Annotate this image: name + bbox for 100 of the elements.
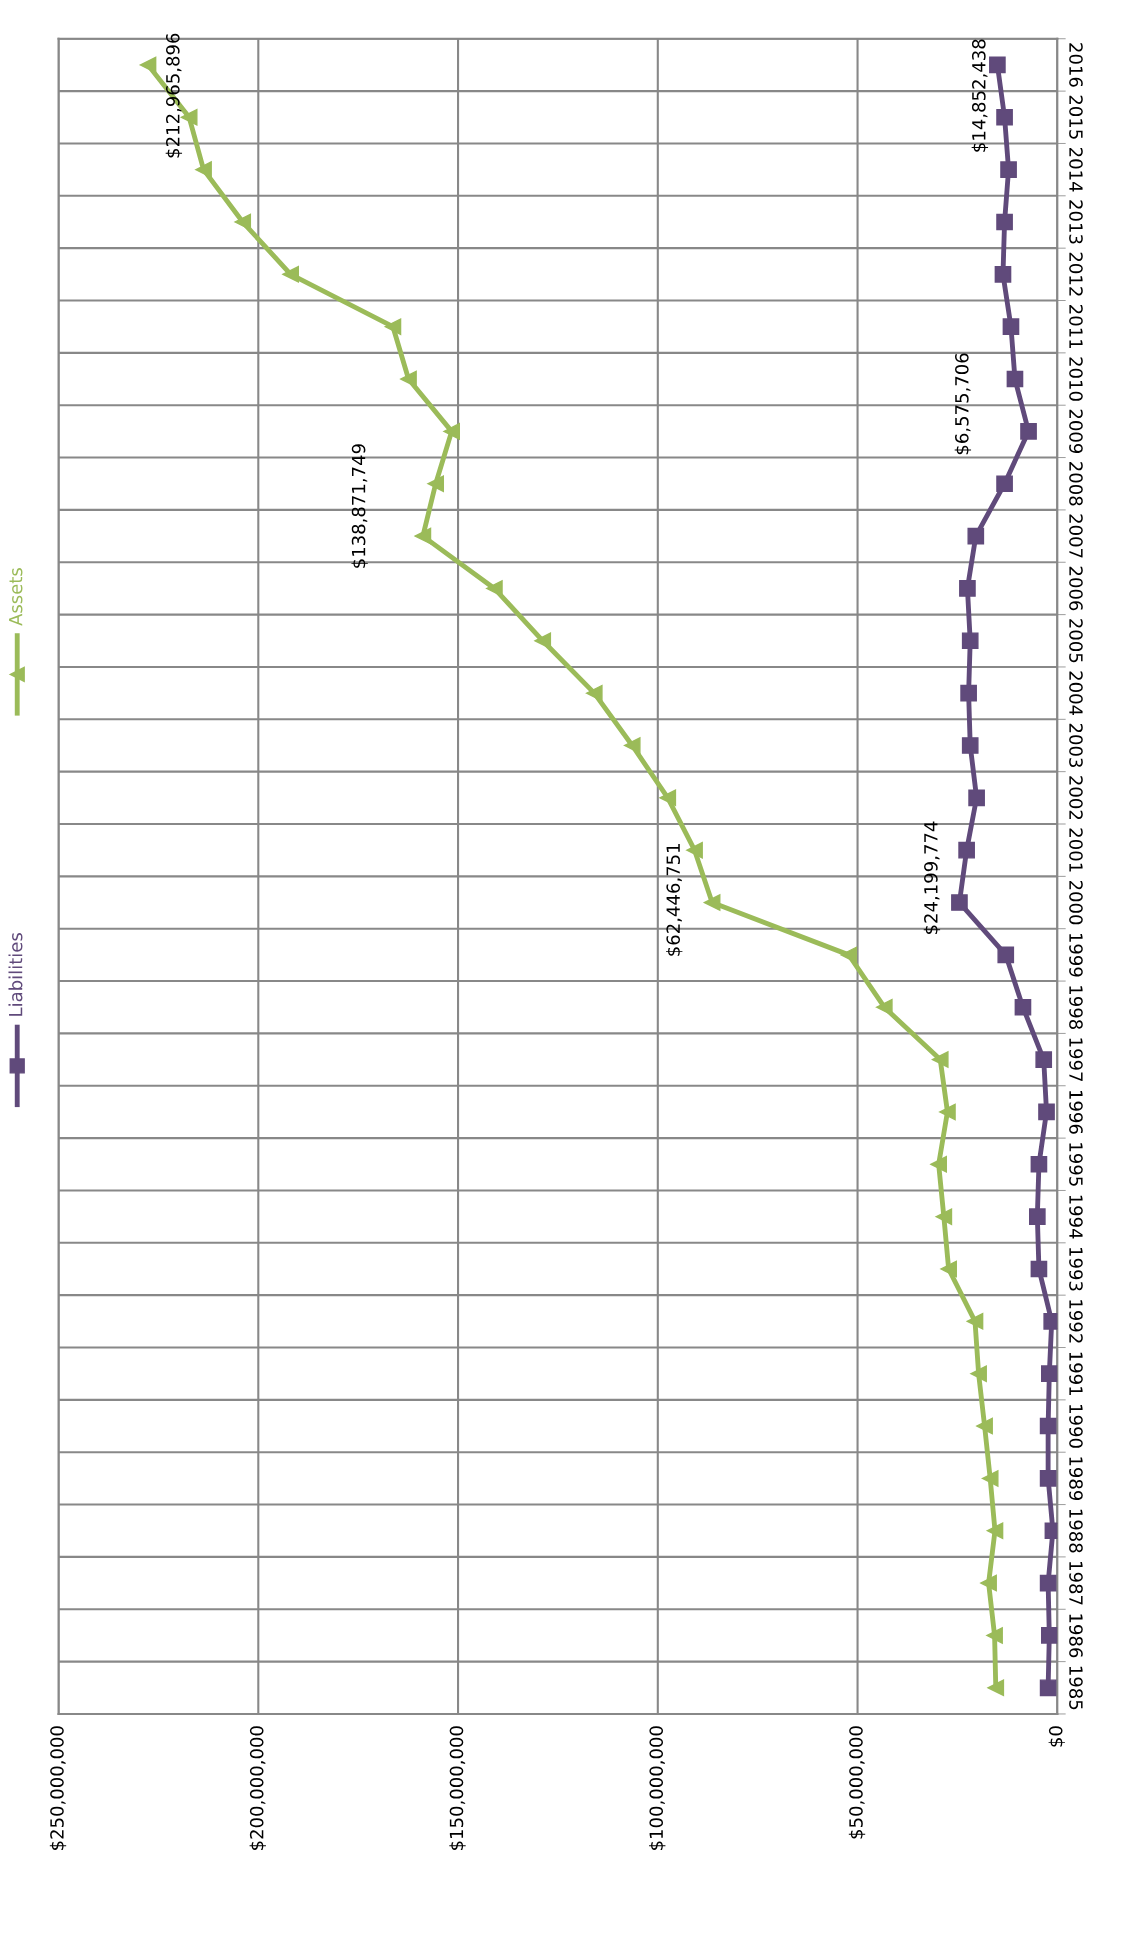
point — [976, 1417, 993, 1435]
x-tick-label: $100,000,000 — [649, 1726, 666, 1850]
y-tick-label: 2009 — [1069, 409, 1083, 454]
point — [996, 475, 1013, 493]
point — [282, 266, 299, 283]
point — [996, 213, 1013, 231]
y-tick-label: 1996 — [1069, 1090, 1083, 1134]
point — [980, 1574, 997, 1592]
point — [486, 580, 503, 597]
point — [384, 318, 402, 336]
point — [414, 527, 432, 545]
point — [875, 998, 893, 1016]
point — [623, 737, 641, 754]
y-tick-label: 2007 — [1069, 514, 1083, 558]
point — [1039, 1417, 1057, 1435]
y-tick-label: 1999 — [1069, 933, 1083, 977]
text: Liabilities — [8, 933, 23, 1016]
x-tick-label: $0 — [1048, 1726, 1065, 1747]
point — [1014, 998, 1032, 1016]
y-tick-label: 1998 — [1069, 986, 1083, 1029]
y-tick-label: 1997 — [1069, 1038, 1083, 1082]
point — [960, 684, 977, 702]
y-tick-label: 1987 — [1069, 1562, 1083, 1605]
point — [994, 266, 1012, 283]
point — [961, 632, 979, 650]
y-tick-label: 2016 — [1069, 43, 1083, 87]
annotation: $14,852,438 — [971, 39, 989, 152]
y-tick-label: 2013 — [1069, 200, 1083, 244]
annotation: $24,199,774 — [923, 821, 941, 934]
point — [840, 946, 858, 964]
y-tick-label: 2004 — [1069, 671, 1083, 716]
point — [1043, 1313, 1058, 1330]
point — [1030, 1260, 1048, 1278]
y-tick-label: 2000 — [1069, 880, 1083, 925]
point — [1044, 1522, 1058, 1540]
point — [1040, 1365, 1058, 1383]
point — [1039, 1679, 1057, 1697]
y-tick-label: 1992 — [1069, 1300, 1083, 1343]
x-tick-label: $150,000,000 — [449, 1726, 466, 1850]
annotation: $138,871,749 — [351, 444, 368, 568]
annotation: $212,965,896 — [165, 33, 183, 158]
point — [968, 789, 985, 807]
point — [967, 527, 985, 545]
y-tick-label: 1989 — [1069, 1457, 1083, 1501]
point — [1038, 1103, 1055, 1121]
y-tick-label: 1994 — [1069, 1195, 1083, 1239]
point — [1039, 1470, 1057, 1487]
point — [958, 841, 975, 859]
point — [987, 1679, 1005, 1697]
y-tick-label: 1985 — [1069, 1666, 1083, 1710]
point — [1002, 318, 1020, 336]
point — [981, 1470, 999, 1487]
y-tick-label: 2001 — [1069, 828, 1083, 872]
annotation: $62,446,751 — [666, 844, 683, 956]
point — [930, 1155, 947, 1173]
y-tick-label: 1993 — [1069, 1248, 1083, 1291]
point — [986, 1522, 1004, 1540]
y-tick-label: 2002 — [1069, 776, 1083, 819]
point — [940, 1260, 957, 1278]
x-tick-label: $200,000,000 — [249, 1726, 266, 1850]
y-tick-label: 2011 — [1069, 305, 1083, 348]
point — [443, 423, 460, 440]
point — [1035, 1051, 1053, 1068]
point — [427, 475, 445, 493]
y-tick-label: 2003 — [1069, 723, 1083, 768]
y-tick-label: 2008 — [1069, 462, 1083, 506]
point — [686, 841, 703, 859]
y-tick-label: 1986 — [1069, 1614, 1083, 1658]
point — [139, 56, 157, 74]
point — [961, 737, 979, 754]
y-tick-label: 2015 — [1069, 95, 1083, 139]
point — [195, 161, 212, 178]
point — [1028, 1208, 1046, 1225]
point — [959, 580, 976, 597]
y-tick-label: 1991 — [1069, 1352, 1083, 1395]
point — [1020, 423, 1037, 440]
point — [703, 894, 721, 911]
point — [1040, 1627, 1058, 1644]
point — [1030, 1155, 1048, 1173]
point — [996, 108, 1013, 126]
y-tick-label: 2010 — [1069, 357, 1083, 401]
point — [659, 789, 677, 807]
point — [997, 946, 1015, 964]
point — [951, 894, 968, 911]
x-tick-label: $50,000,000 — [848, 1726, 866, 1839]
text: Assets — [9, 568, 23, 626]
y-tick-label: 2012 — [1069, 252, 1083, 296]
y-tick-label: 1988 — [1069, 1509, 1083, 1553]
x-tick-label: $250,000,000 — [49, 1726, 67, 1850]
point — [1000, 161, 1017, 178]
point — [970, 1365, 987, 1383]
point — [935, 1208, 953, 1225]
y-tick-label: 1990 — [1069, 1405, 1083, 1448]
point — [986, 1627, 1003, 1644]
y-tick-label: 2005 — [1069, 619, 1083, 663]
point — [939, 1103, 956, 1121]
y-tick-label: 2014 — [1069, 147, 1083, 192]
point — [400, 370, 417, 388]
y-tick-label: 1995 — [1069, 1143, 1083, 1186]
annotation: $6,575,706 — [954, 353, 972, 455]
